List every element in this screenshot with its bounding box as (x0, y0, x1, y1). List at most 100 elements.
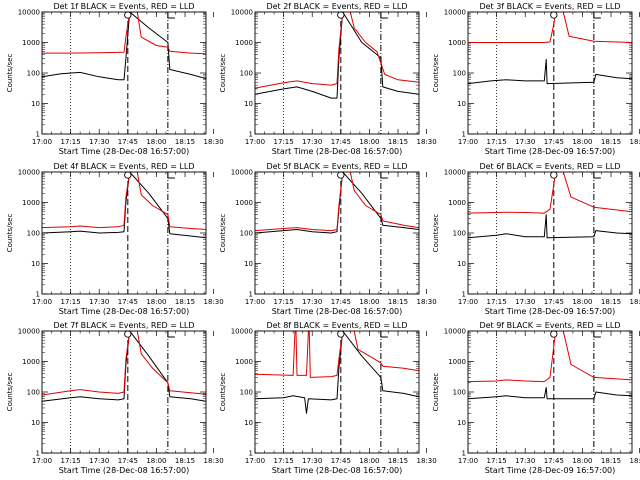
x-axis-label: Start Time (28-Dec-09 16:57:00) (485, 147, 616, 156)
lld-series-line (468, 331, 632, 383)
series-group (468, 172, 632, 239)
corner-marker (167, 172, 175, 179)
x-tick-label: 17:15 (274, 138, 294, 146)
y-tick-label: 1000 (235, 199, 253, 207)
plot-frame (254, 11, 420, 135)
peak-circle-marker (550, 11, 558, 19)
y-tick-label: 10000 (231, 328, 253, 336)
y-axis-label: Counts/sec (6, 54, 14, 93)
y-tick-label: 100 (240, 230, 253, 238)
x-axis-label: Start Time (28-Dec-08 16:57:00) (272, 307, 403, 316)
series-group (468, 331, 632, 400)
corner-marker (380, 12, 388, 19)
x-tick-label: 18:15 (601, 298, 621, 306)
x-tick-label: 18:00 (572, 298, 592, 306)
lld-series-line (42, 331, 206, 396)
y-tick-label: 10 (244, 419, 253, 427)
series-group (42, 12, 206, 81)
plot-frame (41, 330, 207, 454)
y-tick-label: 10 (244, 260, 253, 268)
x-tick-label: 18:30 (417, 138, 437, 146)
peak-circle-marker (337, 171, 345, 179)
x-tick-label: 17:45 (118, 138, 138, 146)
x-tick-label: 17:45 (118, 298, 138, 306)
y-tick-label: 1 (249, 291, 253, 299)
x-tick-label: 17:15 (487, 138, 507, 146)
corner-marker (593, 331, 601, 338)
y-tick-label: 1000 (235, 358, 253, 366)
corner-marker (380, 172, 388, 179)
marker-lines (70, 12, 169, 134)
peak-circle-marker (337, 11, 345, 19)
y-axis-label: Counts/sec (6, 373, 14, 412)
corner-marker (593, 172, 601, 179)
x-tick-label: 17:30 (302, 138, 322, 146)
marker-lines (496, 172, 595, 294)
marker-lines (70, 172, 169, 294)
x-tick-label: 17:00 (32, 457, 52, 465)
y-tick-label: 100 (240, 70, 253, 78)
panel-title: Det 2f BLACK = Events, RED = LLD (266, 2, 407, 11)
panel-det-6: Det 6f BLACK = Events, RED = LLD 17:00 17:… (432, 162, 640, 316)
y-axis-label: Counts/sec (219, 54, 227, 93)
x-tick-label: 17:15 (61, 298, 81, 306)
plot-frame (467, 11, 633, 135)
events-series-line (468, 58, 632, 85)
panel-title: Det 5f BLACK = Events, RED = LLD (266, 162, 407, 171)
y-tick-label: 10 (31, 100, 40, 108)
x-tick-label: 17:45 (118, 457, 138, 465)
y-axis-label: Counts/sec (432, 214, 440, 253)
y-tick-label: 10000 (18, 9, 40, 17)
y-tick-label: 1 (249, 131, 253, 139)
x-tick-label: 18:15 (388, 138, 408, 146)
events-series-line (255, 331, 419, 414)
y-tick-label: 1 (462, 291, 466, 299)
plot-frame (254, 171, 420, 295)
x-tick-label: 17:30 (515, 457, 535, 465)
y-tick-label: 1 (462, 131, 466, 139)
panel-title: Det 6f BLACK = Events, RED = LLD (479, 162, 620, 171)
panel-det-7: Det 7f BLACK = Events, RED = LLD 17:00 17:… (6, 321, 224, 475)
y-tick-label: 10 (457, 260, 466, 268)
x-tick-label: 17:30 (302, 298, 322, 306)
series-group (255, 12, 419, 99)
series-group (42, 172, 206, 239)
panel-title: Det 8f BLACK = Events, RED = LLD (266, 321, 407, 330)
lld-series-line (255, 331, 419, 378)
y-tick-label: 1000 (22, 39, 40, 47)
x-tick-label: 17:30 (515, 138, 535, 146)
peak-circle-marker (550, 171, 558, 179)
events-series-line (468, 214, 632, 239)
y-tick-label: 10000 (444, 9, 466, 17)
x-tick-label: 17:15 (61, 457, 81, 465)
y-tick-label: 1 (36, 131, 40, 139)
x-tick-label: 18:30 (204, 138, 224, 146)
y-tick-label: 10 (457, 100, 466, 108)
panel-title: Det 7f BLACK = Events, RED = LLD (53, 321, 194, 330)
panel-det-4: Det 4f BLACK = Events, RED = LLD 17:00 17:… (6, 162, 224, 316)
y-tick-label: 10000 (444, 169, 466, 177)
x-tick-label: 18:15 (175, 457, 195, 465)
marker-lines (496, 12, 595, 134)
y-tick-label: 1 (462, 450, 466, 458)
y-tick-label: 100 (453, 70, 466, 78)
x-tick-label: 18:00 (146, 298, 166, 306)
x-axis-label: Start Time (28-Dec-08 16:57:00) (59, 466, 190, 475)
x-tick-label: 18:00 (359, 457, 379, 465)
y-tick-label: 10000 (444, 328, 466, 336)
marker-lines (70, 331, 169, 453)
marker-lines (283, 331, 382, 453)
y-axis-label: Counts/sec (219, 214, 227, 253)
y-tick-label: 100 (27, 389, 40, 397)
y-tick-label: 100 (453, 389, 466, 397)
x-tick-label: 18:00 (572, 138, 592, 146)
y-tick-label: 1 (36, 450, 40, 458)
x-tick-label: 17:15 (274, 457, 294, 465)
x-tick-label: 18:15 (601, 457, 621, 465)
y-tick-label: 1000 (235, 39, 253, 47)
plot-frame (41, 11, 207, 135)
x-tick-label: 17:00 (458, 457, 478, 465)
x-tick-label: 17:30 (89, 457, 109, 465)
x-tick-label: 18:00 (146, 457, 166, 465)
